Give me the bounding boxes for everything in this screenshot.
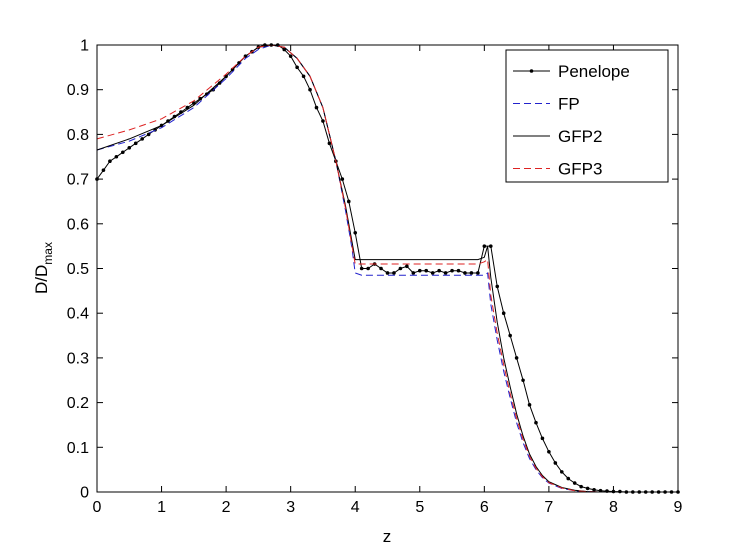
legend-box (505, 49, 669, 183)
x-tick-label: 7 (544, 499, 553, 516)
data-point (430, 271, 435, 275)
data-point (534, 420, 538, 425)
data-point (321, 119, 325, 123)
data-point (547, 449, 551, 454)
data-point (443, 271, 448, 275)
y-tick-label: 0.2 (67, 395, 89, 412)
y-tick-label: 1 (80, 38, 89, 55)
data-point (385, 271, 390, 275)
data-point (217, 81, 222, 85)
y-tick-label: 0.8 (67, 127, 89, 144)
y-tick-label: 0 (80, 485, 89, 502)
data-point (508, 333, 512, 338)
data-point (514, 356, 519, 360)
legend-items: Penelope FP GFP2 GFP3 (513, 62, 630, 179)
data-point (398, 266, 403, 271)
data-point (411, 271, 416, 275)
data-point (579, 484, 583, 489)
data-point (572, 481, 577, 485)
legend-label-fp: FP (558, 95, 580, 114)
y-axis-label: D/Dmax (32, 242, 55, 294)
data-point (521, 378, 525, 383)
data-point (501, 311, 506, 316)
data-point (101, 168, 106, 172)
data-point (308, 87, 312, 92)
data-point (127, 146, 132, 150)
data-point (108, 159, 112, 164)
data-point (488, 244, 493, 248)
legend-label-gfp2: GFP2 (558, 127, 602, 146)
data-point (353, 230, 358, 235)
data-point (585, 486, 590, 491)
data-point (592, 487, 596, 492)
data-point (437, 268, 441, 273)
data-point (288, 54, 293, 58)
y-axis-label-main: D/D (32, 265, 51, 294)
data-point (379, 266, 383, 271)
data-point (327, 141, 332, 146)
legend-label-gfp3: GFP3 (558, 160, 602, 179)
data-point (476, 271, 480, 275)
y-tick-label: 0.9 (67, 82, 89, 99)
data-point (405, 264, 409, 269)
x-tick-label: 1 (157, 499, 166, 516)
data-point (198, 96, 203, 101)
x-tick-label: 3 (286, 499, 295, 516)
data-point (295, 65, 299, 70)
data-point (456, 268, 461, 273)
y-tick-label: 0.4 (67, 306, 89, 323)
data-point (392, 271, 396, 275)
x-tick-label: 5 (415, 499, 424, 516)
data-point (469, 271, 474, 275)
y-tick-label: 0.1 (67, 440, 89, 457)
y-tick-label: 0.3 (67, 350, 89, 367)
legend-label-penelope: Penelope (558, 62, 630, 81)
series-layer (95, 43, 680, 494)
data-point (424, 268, 429, 273)
data-point (366, 266, 370, 271)
data-point (553, 461, 558, 465)
data-point (560, 470, 564, 474)
y-axis-label-subscript: max (41, 242, 55, 265)
data-point (359, 266, 364, 271)
y-tick-label: 0.5 (67, 261, 89, 278)
x-tick-label: 8 (609, 499, 618, 516)
x-tick-label: 9 (674, 499, 683, 516)
x-tick-label: 0 (93, 499, 102, 516)
data-point (450, 268, 454, 273)
y-tick-label: 0.6 (67, 216, 89, 233)
data-point (417, 268, 422, 273)
data-point (346, 199, 351, 204)
data-point (133, 141, 138, 146)
data-point (314, 105, 319, 110)
x-axis-label: z (383, 527, 392, 546)
data-point (146, 132, 151, 137)
series-line-gfp3 (96, 44, 678, 493)
legend-marker (529, 69, 534, 73)
y-tick-label: 0.7 (67, 172, 89, 189)
data-point (540, 436, 545, 441)
legend: Penelope FP GFP2 GFP3 (505, 49, 669, 183)
x-tick-label: 6 (480, 499, 489, 516)
data-point (121, 150, 125, 155)
data-point (566, 476, 571, 481)
x-tick-label: 4 (351, 499, 360, 516)
x-tick-label: 2 (222, 499, 231, 516)
data-point (340, 177, 345, 181)
data-point (301, 74, 306, 79)
data-point (114, 154, 119, 159)
data-point (482, 244, 487, 248)
data-point (463, 271, 467, 275)
data-point (495, 284, 500, 289)
data-point (527, 403, 532, 407)
data-point (140, 137, 144, 141)
